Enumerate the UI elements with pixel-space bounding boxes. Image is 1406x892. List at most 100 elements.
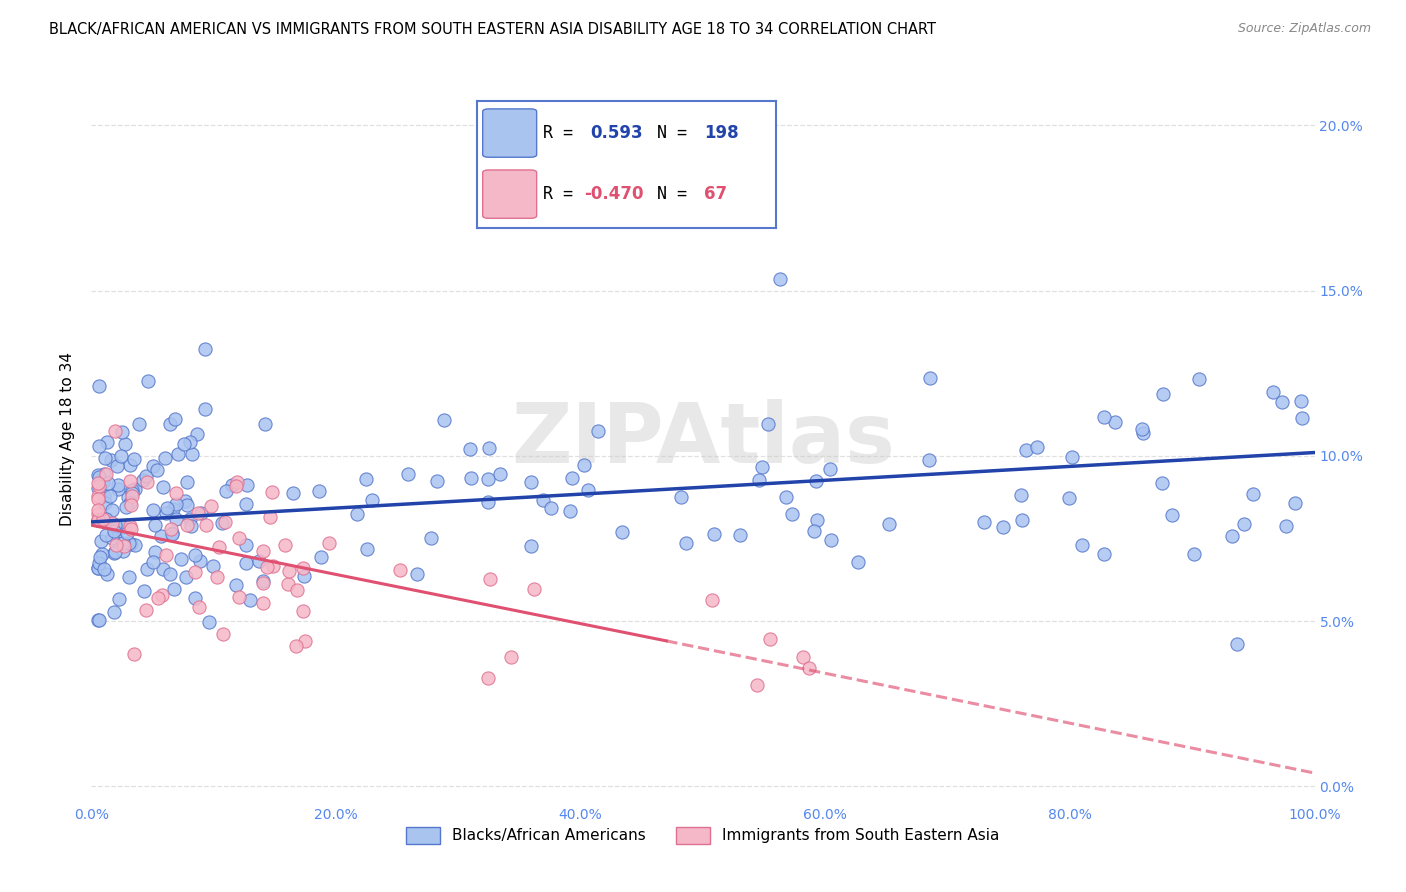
Point [142, 458, 165, 473]
Point [118, 475, 141, 489]
Point [105, 538, 128, 552]
Point [107, 482, 129, 496]
Point [1092, 409, 1115, 424]
Point [120, 536, 142, 550]
Point [142, 555, 165, 569]
Point [877, 517, 900, 532]
Point [207, 540, 229, 554]
Point [87, 470, 110, 484]
Point [277, 577, 299, 591]
Point [195, 517, 218, 532]
Point [114, 437, 136, 451]
Point [211, 627, 233, 641]
Point [93, 562, 115, 576]
Point [105, 458, 128, 473]
Point [396, 467, 419, 481]
Point [803, 524, 825, 538]
Point [186, 426, 208, 441]
Point [669, 491, 692, 505]
Point [523, 582, 546, 597]
Point [558, 504, 581, 518]
Point [86, 491, 108, 506]
Point [519, 539, 541, 553]
Point [211, 516, 233, 530]
Point [155, 506, 177, 520]
Point [745, 678, 768, 692]
Point [87, 613, 110, 627]
Point [1010, 488, 1032, 502]
Point [165, 497, 187, 511]
Point [194, 342, 217, 356]
Point [148, 591, 170, 606]
Point [252, 543, 274, 558]
Point [135, 561, 157, 575]
Point [1152, 386, 1174, 401]
Point [281, 485, 304, 500]
Point [235, 497, 257, 511]
Point [104, 545, 127, 559]
Point [124, 538, 146, 552]
Point [111, 544, 134, 558]
Point [152, 588, 174, 602]
Point [176, 499, 198, 513]
Point [188, 554, 211, 568]
Point [973, 515, 995, 529]
Point [132, 473, 155, 487]
Point [460, 470, 482, 484]
Point [285, 639, 308, 653]
Legend: Blacks/African Americans, Immigrants from South Eastern Asia: Blacks/African Americans, Immigrants fro… [401, 821, 1005, 850]
Point [675, 535, 697, 549]
Point [531, 493, 554, 508]
Point [94, 512, 117, 526]
Point [292, 604, 315, 618]
Point [86, 613, 108, 627]
Point [1150, 475, 1173, 490]
Point [318, 536, 340, 550]
Point [176, 517, 198, 532]
Point [110, 449, 132, 463]
Point [1182, 547, 1205, 561]
Point [135, 469, 157, 483]
Point [120, 522, 142, 536]
Point [115, 525, 138, 540]
Point [91, 475, 114, 490]
Point [86, 503, 108, 517]
Point [478, 441, 501, 455]
Point [89, 550, 111, 565]
Point [1233, 516, 1256, 531]
Point [120, 498, 142, 512]
Point [225, 578, 247, 592]
Point [780, 507, 803, 521]
Point [918, 452, 941, 467]
Point [184, 548, 207, 562]
Point [152, 480, 174, 494]
Point [103, 524, 125, 538]
Point [1025, 440, 1047, 454]
Point [180, 519, 202, 533]
Point [848, 555, 870, 569]
Point [730, 527, 752, 541]
Point [259, 510, 281, 524]
Point [121, 489, 143, 503]
Point [96, 567, 118, 582]
Point [174, 493, 197, 508]
Point [174, 570, 197, 584]
Point [187, 599, 209, 614]
Point [756, 417, 779, 431]
Point [94, 467, 117, 481]
Point [205, 570, 228, 584]
Point [165, 486, 187, 500]
Point [775, 490, 797, 504]
Point [90, 534, 112, 549]
Point [86, 468, 108, 483]
Point [176, 475, 198, 489]
Point [136, 475, 159, 489]
Point [110, 425, 132, 440]
Point [86, 561, 108, 575]
Point [121, 483, 143, 498]
Point [156, 500, 179, 515]
Point [96, 435, 118, 450]
Point [235, 556, 257, 570]
Point [187, 506, 209, 520]
Point [115, 500, 138, 514]
